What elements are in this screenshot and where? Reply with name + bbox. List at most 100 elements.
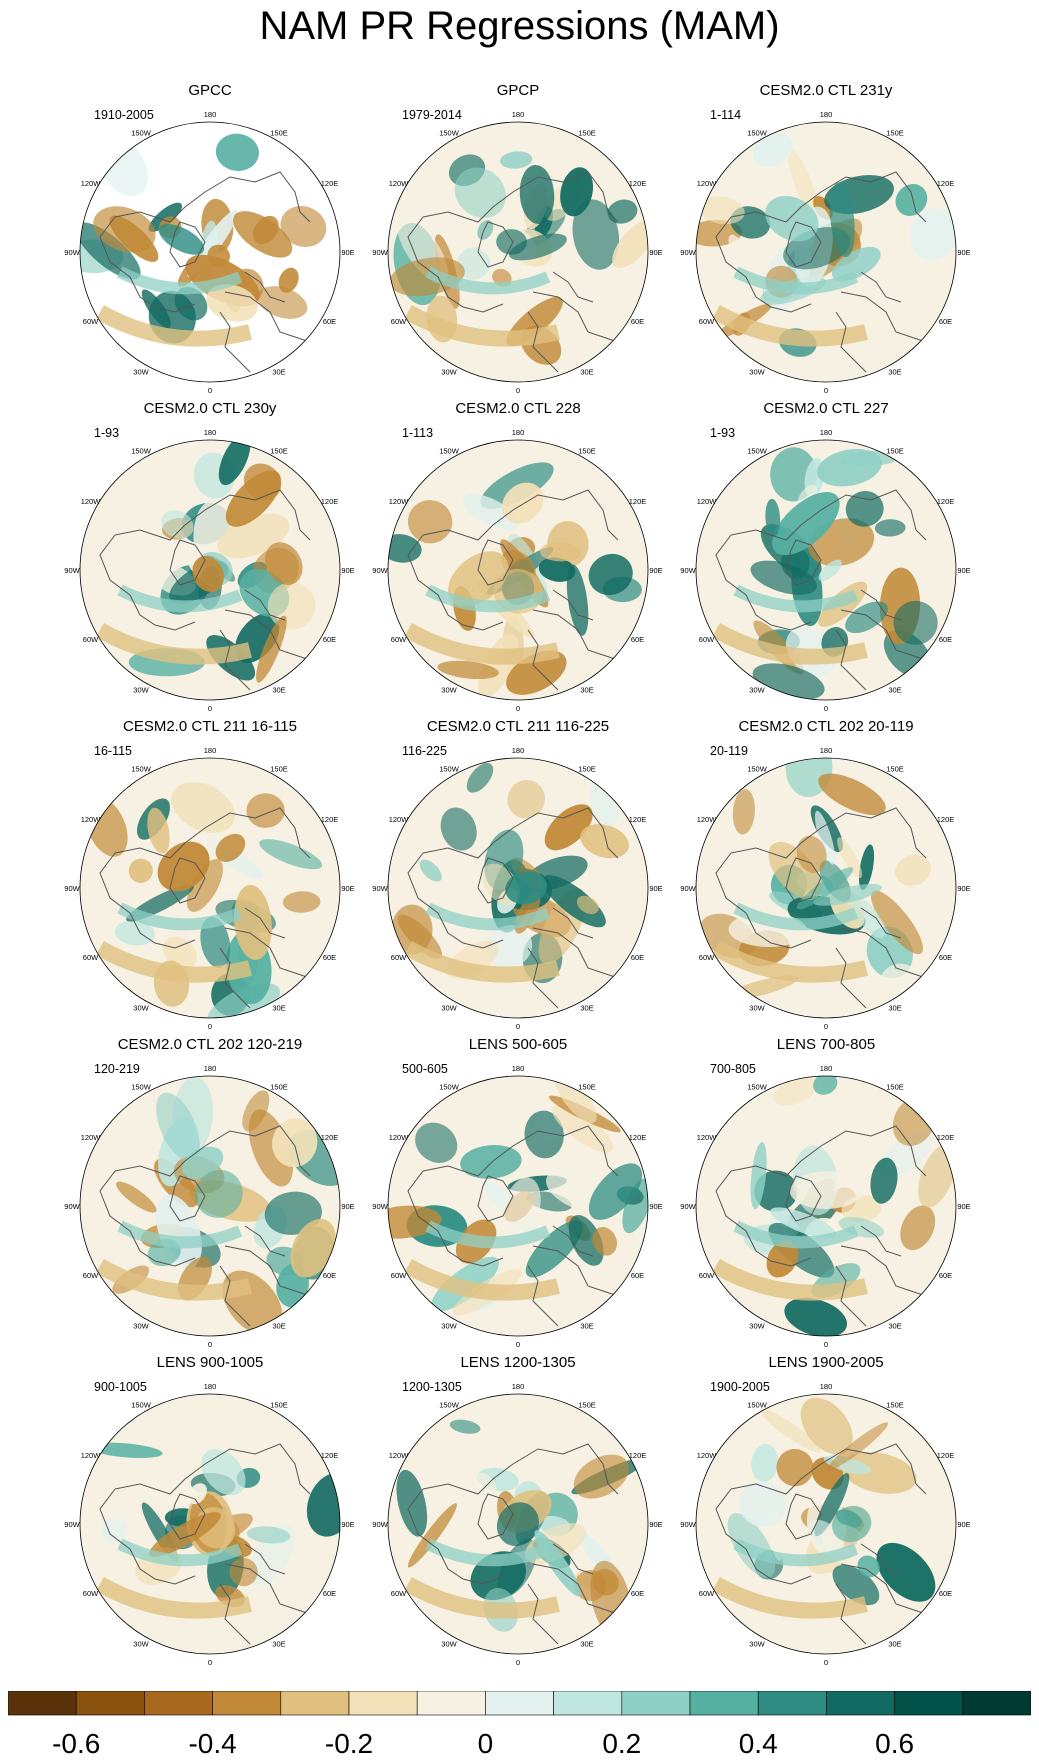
contour-band <box>404 623 560 665</box>
colorbar-tick-label: 0.4 <box>739 1728 778 1759</box>
longitude-label: 0 <box>824 704 828 713</box>
coastline <box>785 1493 822 1540</box>
panel-title: CESM2.0 CTL 231y <box>759 82 893 99</box>
contour-blob <box>814 1473 850 1537</box>
map-panel: 180 150E 120E 90E 60E 30E 0 30W 60W 90W 120W 150W CE… <box>676 718 976 1031</box>
coastline <box>730 1443 927 1495</box>
coastline <box>552 1543 594 1575</box>
contour-band <box>712 941 868 983</box>
longitude-label: 90E <box>957 1520 970 1529</box>
longitude-label: 120E <box>321 179 339 188</box>
map-panel: 180 150E 120E 90E 60E 30E 0 30W 60W 90W 120W 150W CE… <box>368 718 668 1031</box>
contour-blob <box>486 925 533 968</box>
contour-blob <box>457 247 491 280</box>
longitude-label: 180 <box>820 1064 833 1073</box>
contour-blob <box>158 224 205 255</box>
colorbar-swatch <box>894 1691 964 1716</box>
map-boundary <box>695 121 957 383</box>
polar-map: 180 150E 120E 90E 60E 30E 0 30W 60W 90W 120W 150W <box>680 1382 970 1667</box>
coastline <box>840 1245 927 1297</box>
longitude-label: 150E <box>886 129 904 138</box>
longitude-label: 60E <box>939 317 952 326</box>
panel-period: 16-115 <box>94 744 132 758</box>
contour-blob <box>156 1092 200 1162</box>
coastline <box>169 1493 206 1540</box>
map-boundary <box>695 1075 957 1337</box>
precip-field <box>80 122 340 382</box>
contour-blob <box>900 1205 936 1251</box>
polar-map: 180 150E 120E 90E 60E 30E 0 30W 60W 90W 120W 150W <box>680 428 970 713</box>
contour-blob <box>829 182 855 258</box>
longitude-label: 150W <box>439 1401 460 1410</box>
contour-blob <box>88 1442 163 1458</box>
coastline <box>477 1175 514 1222</box>
panel-title: CESM2.0 CTL 202 20-119 <box>738 718 914 735</box>
coastline <box>527 311 559 373</box>
contour-band <box>733 902 859 931</box>
coastline <box>407 852 504 949</box>
contour-blob <box>568 1214 604 1266</box>
contour-blob <box>895 854 931 886</box>
colorbar-swatch <box>348 1691 418 1716</box>
longitude-label: 30E <box>272 686 285 695</box>
longitude-label: 30W <box>749 368 765 377</box>
contour-blob <box>448 551 509 607</box>
colorbar-swatch <box>485 1691 554 1716</box>
colorbar-swatch <box>212 1691 282 1716</box>
precip-field <box>696 122 956 382</box>
coastline <box>840 609 927 661</box>
map-panel: 180 150E 120E 90E 60E 30E 0 30W 60W 90W 120W 150W CE… <box>676 400 976 713</box>
polar-map: 180 150E 120E 90E 60E 30E 0 30W 60W 90W 120W 150W <box>64 1064 354 1349</box>
contour-band <box>117 584 243 613</box>
longitude-label: 0 <box>208 1022 212 1031</box>
map-panel: 180 150E 120E 90E 60E 30E 0 30W 60W 90W 120W 150W LE… <box>368 1354 668 1667</box>
contour-band <box>96 1259 252 1301</box>
map-boundary <box>695 757 957 1019</box>
map-panel: 180 150E 120E 90E 60E 30E 0 30W 60W 90W 120W 150W CE… <box>676 82 976 395</box>
contour-blob <box>109 215 159 262</box>
longitude-label: 60W <box>83 1589 99 1598</box>
panel-title: LENS 900-1005 <box>156 1354 264 1371</box>
panel-title: CESM2.0 CTL 211 16-115 <box>123 718 297 735</box>
contour-blob <box>551 1104 614 1153</box>
polar-map: 180 150E 120E 90E 60E 30E 0 30W 60W 90W 120W 150W <box>64 1382 354 1667</box>
longitude-label: 0 <box>516 1022 520 1031</box>
coastline <box>715 534 812 631</box>
contour-blob <box>612 219 648 269</box>
map-boundary <box>387 121 649 383</box>
coastline <box>219 947 251 1009</box>
colorbar-tick-label: 0.6 <box>875 1728 914 1759</box>
contour-blob <box>876 1542 936 1602</box>
longitude-label: 30W <box>749 1322 765 1331</box>
contour-blob <box>588 1163 643 1220</box>
longitude-label: 150E <box>270 765 288 774</box>
contour-band <box>733 1220 859 1249</box>
longitude-label: 30W <box>749 686 765 695</box>
coastline <box>422 1125 619 1177</box>
coastline <box>244 1225 286 1257</box>
longitude-label: 60W <box>83 953 99 962</box>
precip-field <box>696 758 956 1018</box>
longitude-label: 30E <box>888 686 901 695</box>
longitude-label: 60W <box>391 953 407 962</box>
coastline <box>785 539 822 586</box>
contour-blob <box>738 1481 787 1528</box>
colorbar-swatch <box>826 1691 895 1716</box>
contour-blob <box>162 936 198 969</box>
contour-blob <box>460 1145 522 1179</box>
coastline <box>527 947 559 1009</box>
contour-blob <box>171 782 236 833</box>
contour-blob <box>580 823 629 859</box>
colorbar-swatch <box>962 1691 1031 1716</box>
longitude-label: 60E <box>323 635 336 644</box>
colorbar-swatch <box>689 1691 759 1716</box>
coastline <box>527 1265 559 1327</box>
longitude-label: 60E <box>631 953 644 962</box>
longitude-label: 60W <box>391 635 407 644</box>
longitude-label: 30W <box>441 368 457 377</box>
panel-title: LENS 1900-2005 <box>768 1354 884 1371</box>
map-panel: 180 150E 120E 90E 60E 30E 0 30W 60W 90W 120W 150W CE… <box>60 400 360 713</box>
contour-blob <box>218 440 251 486</box>
contour-blob <box>918 1144 956 1208</box>
contour-blob <box>259 839 323 870</box>
